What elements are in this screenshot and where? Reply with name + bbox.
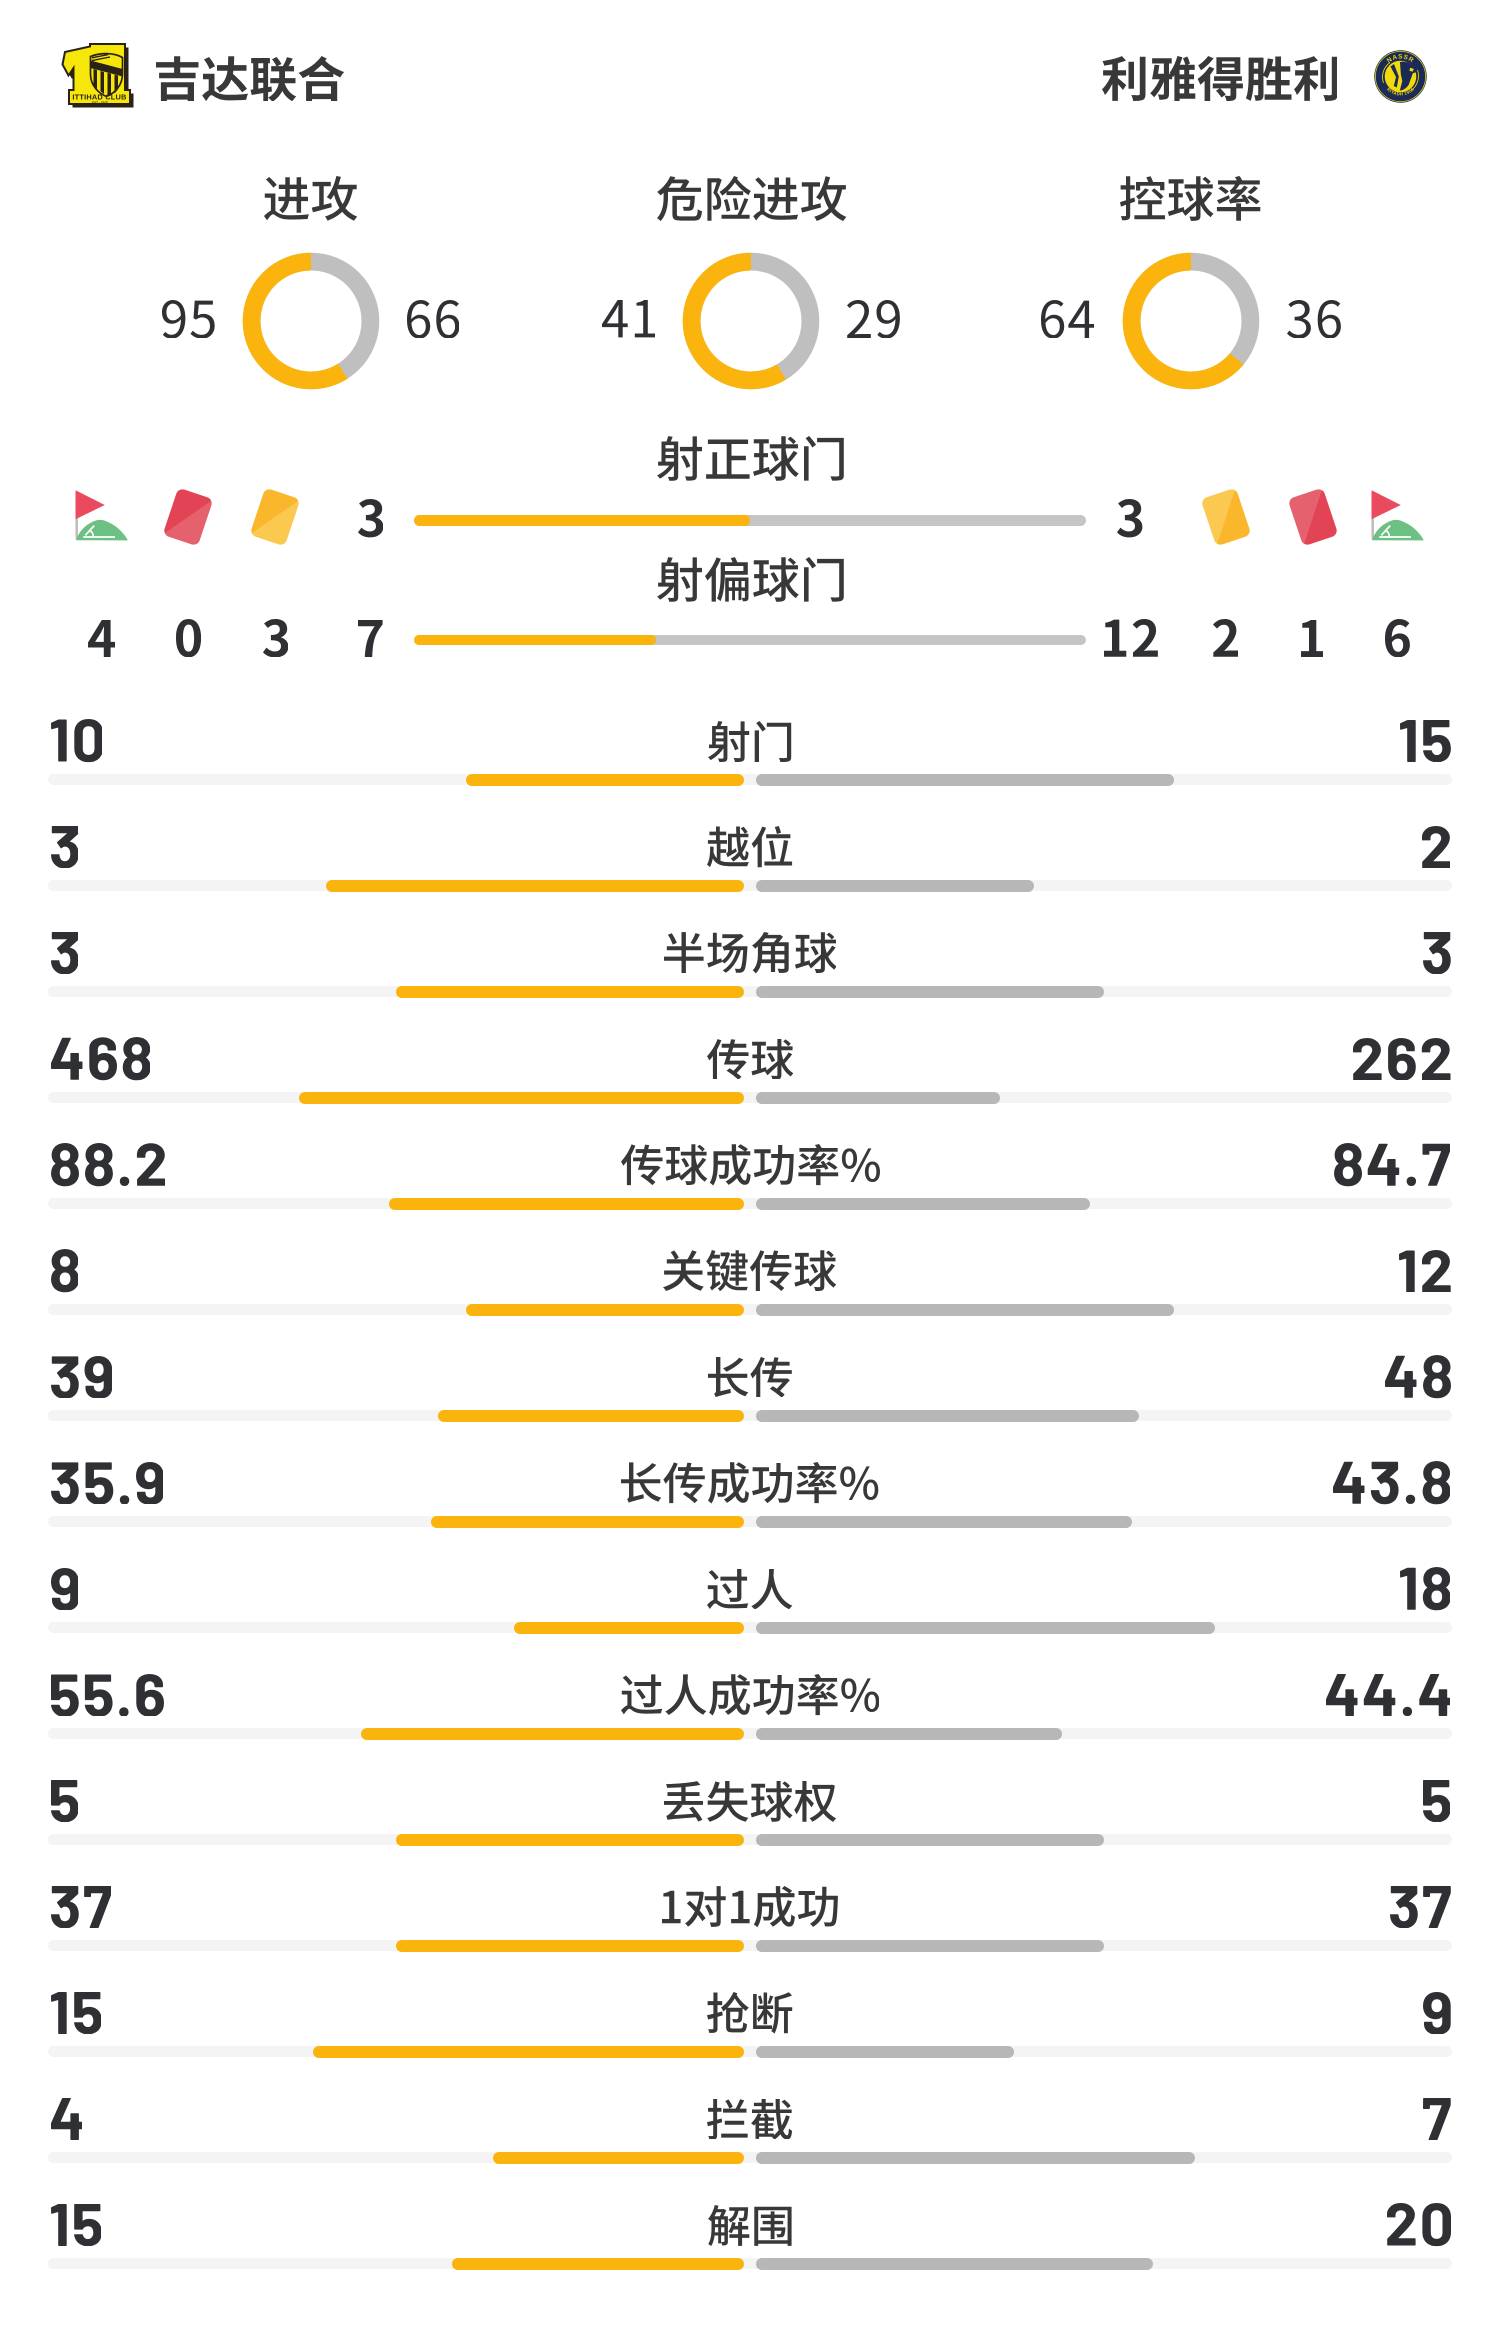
svg-text:1927 - 1928: 1927 - 1928 (91, 100, 107, 104)
svg-text:ITTIHAD CLUB: ITTIHAD CLUB (72, 93, 126, 102)
svg-text:NASSR: NASSR (1386, 53, 1415, 64)
